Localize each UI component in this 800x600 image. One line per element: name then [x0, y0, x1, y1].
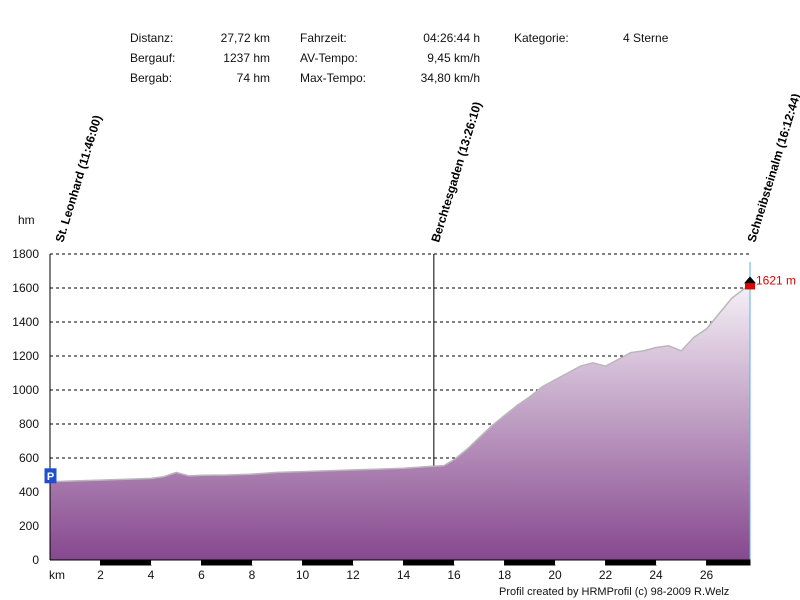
- end-marker-triangle: [744, 276, 756, 284]
- km-scale-segment: [201, 559, 228, 566]
- y-tick-label: 1600: [12, 281, 39, 295]
- y-tick-label: 0: [32, 553, 39, 567]
- distanz-value: 27,72 km: [220, 31, 270, 45]
- km-scale-segment: [731, 559, 751, 566]
- kategorie-label: Kategorie:: [514, 31, 569, 45]
- km-scale-segment: [125, 559, 152, 566]
- km-scale-segment: [479, 560, 505, 565]
- km-scale-segment: [176, 560, 202, 565]
- y-axis-label: hm: [18, 213, 35, 227]
- km-scale-segment: [353, 560, 379, 565]
- km-scale-segment: [378, 560, 404, 565]
- kategorie-value: 4 Sterne: [623, 31, 669, 45]
- x-tick-label: 22: [599, 568, 613, 582]
- y-tick-label: 1400: [12, 315, 39, 329]
- km-scale-segment: [151, 560, 177, 565]
- distanz-label: Distanz:: [130, 31, 174, 45]
- km-scale-segment: [226, 559, 253, 566]
- waypoint-label: Schneibsteinalm (16:12:44): [744, 92, 800, 244]
- x-tick-label: 2: [97, 568, 104, 582]
- x-tick-label: 16: [447, 568, 461, 582]
- km-scale-segment: [454, 560, 480, 565]
- km-scale-segment: [580, 560, 606, 565]
- bergab-value: 74 hm: [236, 71, 270, 85]
- y-tick-label: 400: [19, 485, 39, 499]
- km-scale-segment: [605, 559, 632, 566]
- x-axis-label: km: [49, 568, 65, 582]
- km-scale-segment: [75, 560, 101, 565]
- footer-credit: Profil created by HRMProfil (c) 98-2009 …: [499, 586, 730, 598]
- avtempo-value: 9,45 km/h: [427, 51, 480, 65]
- km-scale-segment: [555, 560, 581, 565]
- waypoint-label: St. Leonhard (11:46:00): [52, 114, 104, 244]
- fahrzeit-value: 04:26:44 h: [423, 31, 480, 45]
- x-tick-label: 14: [397, 568, 411, 582]
- start-marker-box: [44, 468, 57, 484]
- y-tick-label: 600: [19, 451, 39, 465]
- km-scale-segment: [277, 560, 303, 565]
- km-scale-segment: [403, 559, 430, 566]
- km-scale-segment: [428, 559, 455, 566]
- km-scale-segment: [50, 560, 76, 565]
- end-marker-box: [745, 283, 755, 290]
- y-tick-label: 200: [19, 519, 39, 533]
- x-tick-label: 4: [148, 568, 155, 582]
- x-tick-label: 18: [498, 568, 512, 582]
- x-tick-label: 10: [296, 568, 310, 582]
- maxtempo-label: Max-Tempo:: [300, 71, 367, 85]
- km-scale-segment: [100, 559, 127, 566]
- y-tick-label: 800: [19, 417, 39, 431]
- profile-area-group: [49, 283, 751, 560]
- x-tick-label: 24: [649, 568, 663, 582]
- waypoint-label: Berchtesgaden (13:26:10): [428, 100, 484, 244]
- km-scale-segment: [529, 559, 556, 566]
- y-tick-label: 1800: [12, 247, 39, 261]
- km-scale-segment: [302, 559, 329, 566]
- maxtempo-value: 34,80 km/h: [420, 71, 480, 85]
- bergab-label: Bergab:: [130, 71, 173, 85]
- markers: P 1621 m: [44, 273, 796, 484]
- profile-line: [49, 283, 751, 483]
- fahrzeit-label: Fahrzeit:: [300, 31, 347, 45]
- y-tick-label: 1000: [12, 383, 39, 397]
- km-scale-segment: [706, 559, 733, 566]
- end-elevation-label: 1621 m: [756, 273, 796, 287]
- km-scale-segment: [327, 559, 354, 566]
- start-marker-label: P: [47, 471, 54, 483]
- km-scale-segment: [656, 560, 682, 565]
- x-tick-label: 20: [548, 568, 562, 582]
- x-tick-label: 8: [249, 568, 256, 582]
- profile-area: [50, 284, 750, 560]
- x-tick-label: 6: [198, 568, 205, 582]
- axes: [49, 254, 751, 566]
- x-tick-label: 26: [700, 568, 714, 582]
- x-tick-label: 12: [346, 568, 360, 582]
- avtempo-label: AV-Tempo:: [300, 51, 358, 65]
- km-scale-segment: [504, 559, 531, 566]
- km-scale-segment: [681, 560, 707, 565]
- km-scale-segment: [252, 560, 278, 565]
- bergauf-label: Bergauf:: [130, 51, 176, 65]
- bergauf-value: 1237 hm: [223, 51, 270, 65]
- y-tick-label: 1200: [12, 349, 39, 363]
- km-scale-segment: [630, 559, 657, 566]
